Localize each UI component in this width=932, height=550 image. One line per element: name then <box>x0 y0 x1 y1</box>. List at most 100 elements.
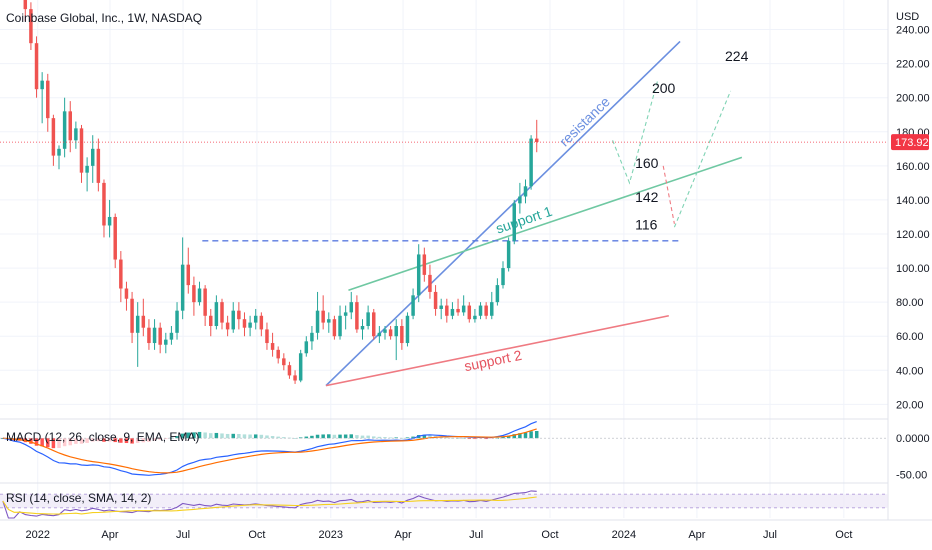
macd-histogram-bar <box>445 437 449 439</box>
macd-line <box>2 421 537 476</box>
candle <box>315 291 320 340</box>
time-tick-label: Jul <box>176 529 190 541</box>
candle <box>79 124 84 183</box>
time-tick-label: Jul <box>763 529 777 541</box>
time-tick-label: 2022 <box>25 529 49 541</box>
macd-histogram-bar <box>298 437 303 439</box>
macd-histogram-bar <box>490 438 494 440</box>
candle-body <box>46 80 50 119</box>
macd-histogram-bar <box>57 438 61 448</box>
candle <box>349 291 354 320</box>
macd-histogram-bar <box>141 438 146 443</box>
time-tick-label: Apr <box>394 529 411 541</box>
macd-tick-label: -50.00 <box>896 470 927 482</box>
candle <box>388 326 393 340</box>
time-axis[interactable]: 2022 Apr Jul Oct 2023 Apr Jul Oct 2024 Apr Jul Oct <box>25 529 852 541</box>
projection-path-up <box>673 90 732 228</box>
candle-body <box>180 264 185 311</box>
candle <box>197 281 202 306</box>
candle-body <box>315 310 320 333</box>
candle <box>164 332 168 354</box>
rsi-ma-line <box>2 496 537 515</box>
candle-body <box>332 319 337 337</box>
candle-body <box>523 186 528 197</box>
candle-body <box>501 268 505 286</box>
candle-body <box>23 0 28 10</box>
price-level-label: 116 <box>635 216 658 232</box>
candle <box>130 291 134 344</box>
candle <box>51 114 56 166</box>
macd-histogram-bar <box>388 437 393 439</box>
candle-body <box>192 285 196 303</box>
price-tick-label: 240.00 <box>896 25 930 37</box>
candle <box>265 322 269 350</box>
support-1-line[interactable] <box>348 156 743 291</box>
candle-body <box>214 302 219 326</box>
macd-histogram-bar <box>394 437 398 439</box>
candle <box>512 199 516 245</box>
candle <box>461 295 466 316</box>
candle-body <box>90 148 95 166</box>
candle <box>68 101 72 153</box>
macd-histogram-bar <box>428 435 432 439</box>
candle-body <box>450 308 455 316</box>
macd-histogram-bar <box>192 432 196 439</box>
candle-body <box>51 118 56 156</box>
candle <box>175 302 179 340</box>
projection-path-down <box>662 165 675 224</box>
rsi-line <box>2 490 537 519</box>
candle-body <box>79 128 84 173</box>
candle <box>141 298 146 337</box>
time-tick-label: Jul <box>469 529 483 541</box>
candle <box>203 285 207 326</box>
candle <box>484 302 488 320</box>
projection-path-main <box>612 80 659 185</box>
price-tick-label: 200.00 <box>896 93 930 105</box>
candle <box>343 305 348 330</box>
candle-body <box>107 216 112 226</box>
candle-body <box>394 326 398 337</box>
candle <box>158 322 162 354</box>
time-tick-label: Oct <box>541 529 558 541</box>
macd-histogram-bar <box>186 432 191 439</box>
candle-body <box>231 310 235 330</box>
candle-body <box>366 312 370 326</box>
candle-body <box>495 285 500 303</box>
macd-histogram-bar <box>484 438 488 440</box>
macd-histogram-bar <box>220 433 224 439</box>
macd-histogram-bar <box>265 435 269 439</box>
price-level-label: 142 <box>635 189 659 205</box>
candle <box>209 308 213 337</box>
macd-histogram-bar <box>523 432 528 439</box>
support-2-line[interactable] <box>325 314 669 387</box>
candle <box>360 319 365 340</box>
macd-histogram-bar <box>130 438 134 444</box>
price-tick-label: 160.00 <box>896 161 930 173</box>
candle <box>411 288 415 320</box>
candle-body <box>265 329 269 344</box>
macd-histogram-bar <box>124 438 129 444</box>
candle <box>405 312 410 347</box>
candle-body <box>282 358 286 366</box>
macd-histogram-bar <box>62 438 67 447</box>
candle-body <box>40 80 44 90</box>
macd-histogram-bar <box>29 438 33 444</box>
macd-histogram-bar <box>338 434 342 439</box>
candle <box>237 302 241 330</box>
candle-body <box>388 329 393 337</box>
time-tick-label: Apr <box>688 529 705 541</box>
candle-body <box>338 315 342 337</box>
macd-histogram-bar <box>518 433 522 439</box>
candle-body <box>259 315 264 330</box>
chart-title: Coinbase Global, Inc., 1W, NASDAQ <box>6 11 202 25</box>
candle <box>107 199 112 238</box>
macd-histogram-bar <box>456 438 460 439</box>
macd-histogram-bar <box>473 438 477 440</box>
candle <box>400 319 404 350</box>
currency-label[interactable]: USD <box>896 11 919 23</box>
grid <box>0 0 932 521</box>
candle <box>253 308 258 330</box>
macd-tick-label: 0.0000 <box>896 433 930 445</box>
